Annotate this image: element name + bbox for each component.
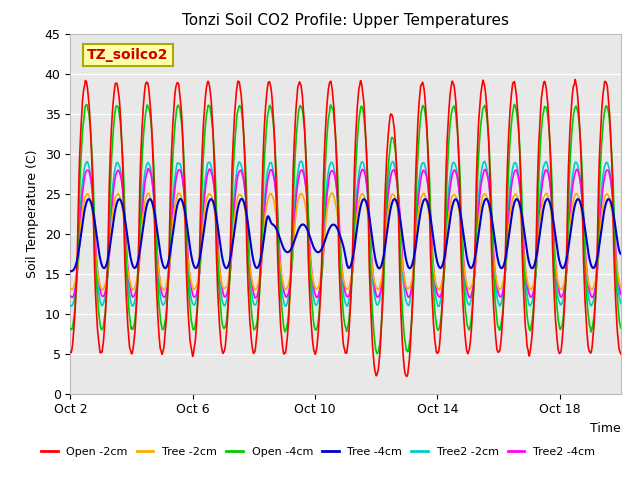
Legend: Open -2cm, Tree -2cm, Open -4cm, Tree -4cm, Tree2 -2cm, Tree2 -4cm: Open -2cm, Tree -2cm, Open -4cm, Tree -4…	[36, 443, 600, 461]
Y-axis label: Soil Temperature (C): Soil Temperature (C)	[26, 149, 39, 278]
Text: TZ_soilco2: TZ_soilco2	[87, 48, 168, 62]
X-axis label: Time: Time	[590, 422, 621, 435]
Title: Tonzi Soil CO2 Profile: Upper Temperatures: Tonzi Soil CO2 Profile: Upper Temperatur…	[182, 13, 509, 28]
